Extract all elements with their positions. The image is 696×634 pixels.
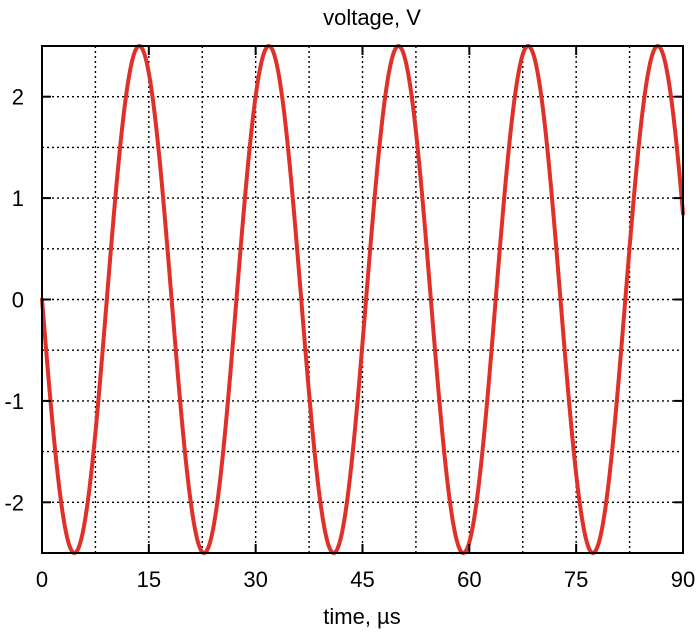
x-tick-label: 75 <box>564 567 588 592</box>
x-tick-label: 30 <box>243 567 267 592</box>
x-tick-label: 60 <box>457 567 481 592</box>
y-tick-labels: 2 1 0 -1 -2 <box>4 85 24 516</box>
series-line <box>40 44 685 555</box>
y-tick-label: 2 <box>12 85 24 110</box>
x-axis-label: time, µs <box>323 604 400 629</box>
chart-title: voltage, V <box>323 5 421 30</box>
grid-lines <box>42 46 683 553</box>
y-tick-label: 1 <box>12 186 24 211</box>
series-layer <box>40 44 685 555</box>
x-tick-label: 90 <box>671 567 695 592</box>
x-tick-labels: 0 15 30 45 60 75 90 <box>36 567 695 592</box>
x-tick-label: 15 <box>137 567 161 592</box>
ticks <box>41 46 684 553</box>
y-tick-label: 0 <box>12 288 24 313</box>
y-tick-label: -1 <box>4 389 24 414</box>
x-tick-label: 0 <box>36 567 48 592</box>
x-tick-label: 45 <box>350 567 374 592</box>
y-tick-label: -2 <box>4 490 24 515</box>
